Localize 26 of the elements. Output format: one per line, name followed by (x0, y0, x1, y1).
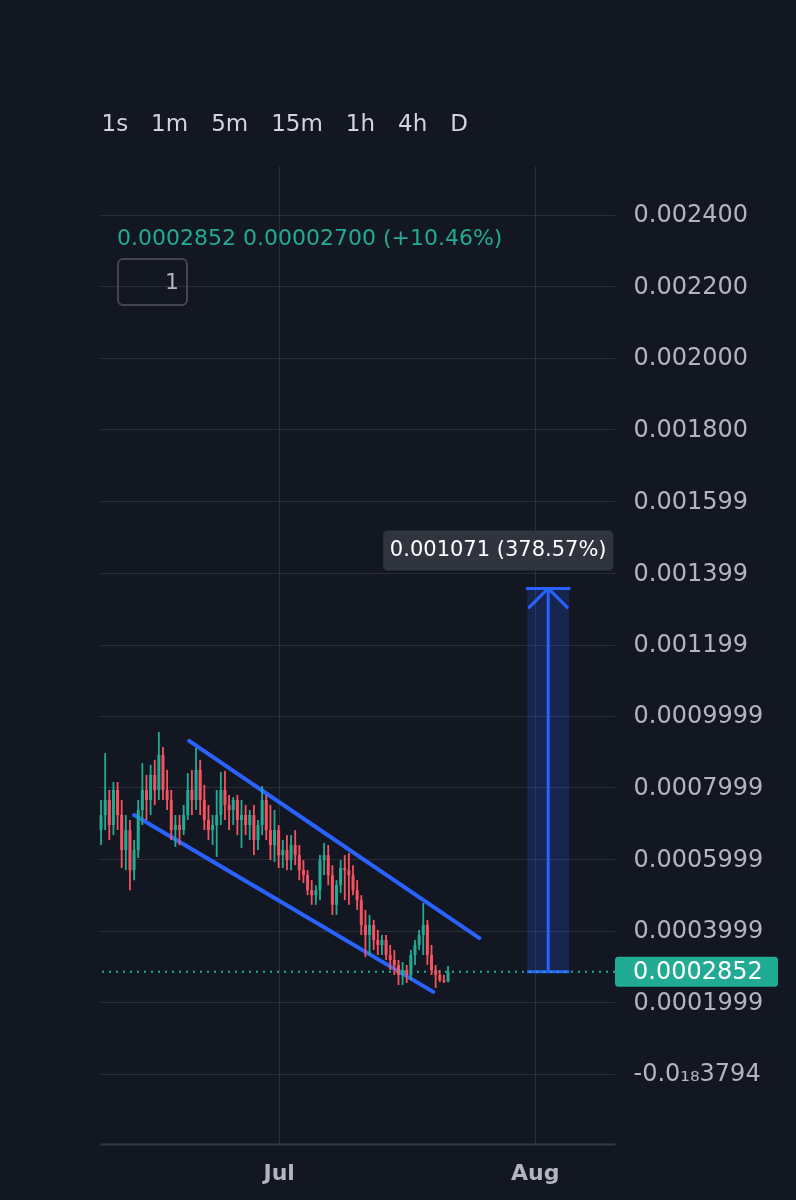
ref-line-label: 0.0002852 (633, 956, 763, 985)
annotation: 1 (165, 269, 179, 294)
text: 15m (271, 110, 323, 136)
y-tick-label: 0.002400 (633, 200, 749, 229)
y-tick-label: 0.0007999 (633, 772, 764, 801)
x-tick-label: Jul (261, 1159, 295, 1185)
y-tick-label: 0.001199 (633, 630, 749, 659)
text: 1h (345, 110, 376, 136)
text: 5m (211, 110, 249, 136)
y-tick-label: 0.001399 (633, 558, 749, 587)
y-tick-label: 0.0005999 (633, 844, 764, 873)
text: 0.0002852 0.00002700 (+10.46%) (117, 225, 503, 250)
y-tick-label: 0.0009999 (633, 701, 764, 730)
y-tick-label: 0.002000 (633, 343, 749, 372)
text: 1s (101, 110, 129, 136)
text: D (450, 110, 468, 136)
y-tick-label: 0.001800 (633, 414, 749, 443)
x-tick-label: Aug (511, 1159, 560, 1185)
y-tick-label: 0.0001999 (633, 987, 764, 1016)
y-tick-label: 0.001599 (633, 486, 749, 515)
y-tick-label: -0.0₁₈3794 (633, 1059, 761, 1088)
text: 4h (398, 110, 428, 136)
y-tick-label: 0.002200 (633, 271, 749, 300)
annotation: 0.001071 (378.57%) (389, 537, 607, 562)
y-tick-label: 0.0003999 (633, 916, 764, 945)
text: 1m (151, 110, 189, 136)
